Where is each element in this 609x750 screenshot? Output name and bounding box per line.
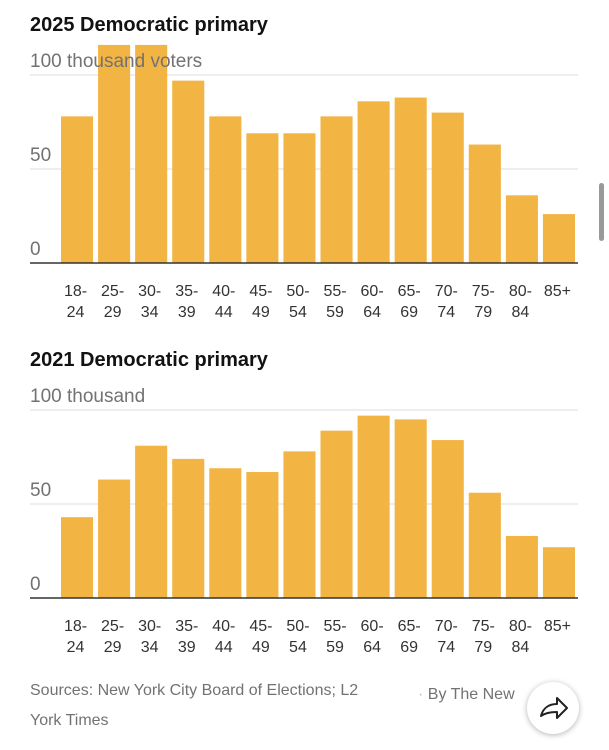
bar — [394, 419, 427, 598]
x-tick-label: 25-29 — [101, 618, 125, 656]
scrollbar — [599, 183, 604, 241]
y-tick-label: 0 — [30, 239, 41, 260]
bar — [505, 535, 538, 598]
y-tick-label: 50 — [30, 145, 52, 166]
bar — [246, 472, 279, 598]
bar — [505, 195, 538, 263]
x-tick-label: 45-49 — [249, 283, 273, 321]
bar — [283, 451, 316, 598]
bar — [283, 133, 316, 263]
y-tick-label: 100 thousand voters — [30, 51, 203, 72]
bar — [431, 440, 464, 598]
bar — [209, 116, 242, 263]
x-tick-label: 80-84 — [508, 618, 532, 656]
x-tick-label: 18-24 — [63, 283, 88, 321]
bar — [61, 517, 94, 598]
x-tick-label: 18-24 — [63, 618, 88, 656]
bar — [468, 144, 501, 263]
x-tick-label: 65-69 — [397, 618, 421, 656]
chart-title: 2021 Democratic primary — [30, 349, 268, 371]
x-tick-label: 70-74 — [434, 618, 458, 656]
x-tick-label: 55-59 — [323, 283, 347, 321]
x-tick-label: 40-44 — [212, 283, 236, 321]
credit: · By The New York Times — [30, 682, 530, 734]
bar — [61, 116, 94, 263]
bar — [542, 214, 575, 263]
x-tick-label: 30-34 — [138, 618, 162, 656]
x-tick-label: 75-79 — [471, 618, 495, 656]
separator: · — [418, 686, 424, 703]
bar — [320, 116, 353, 263]
bar — [172, 458, 205, 598]
chart-title: 2025 Democratic primary — [30, 14, 268, 36]
x-tick-label: 60-64 — [360, 618, 384, 656]
x-tick-label: 85+ — [543, 283, 572, 300]
bar — [98, 44, 131, 263]
x-tick-label: 35-39 — [175, 283, 199, 321]
bar — [135, 445, 168, 598]
y-tick-label: 0 — [30, 574, 41, 595]
x-tick-label: 50-54 — [286, 618, 310, 656]
bar — [135, 44, 168, 263]
bar — [172, 80, 205, 263]
bar — [357, 415, 390, 598]
x-tick-label: 35-39 — [175, 618, 199, 656]
source: Sources: New York City Board of Election… — [30, 682, 359, 699]
x-tick-label: 25-29 — [101, 283, 125, 321]
x-tick-label: 30-34 — [138, 283, 162, 321]
x-tick-label: 85+ — [543, 618, 572, 635]
x-tick-label: 60-64 — [360, 283, 384, 321]
bar — [431, 112, 464, 263]
share-icon — [540, 697, 568, 719]
x-tick-label: 75-79 — [471, 283, 495, 321]
x-tick-label: 40-44 — [212, 618, 236, 656]
x-tick-label: 65-69 — [397, 283, 421, 321]
bar — [320, 430, 353, 598]
bar — [209, 468, 242, 598]
x-tick-label: 45-49 — [249, 618, 273, 656]
x-tick-label: 70-74 — [434, 283, 458, 321]
x-tick-label: 50-54 — [286, 283, 310, 321]
bar — [246, 133, 279, 263]
x-tick-label: 80-84 — [508, 283, 532, 321]
bar — [98, 479, 131, 598]
share-button[interactable] — [527, 682, 579, 734]
y-tick-label: 50 — [30, 480, 52, 501]
credit-text: By The New York Times — [30, 686, 515, 729]
bar — [542, 547, 575, 598]
bar — [468, 492, 501, 598]
x-tick-label: 55-59 — [323, 618, 347, 656]
y-tick-label: 100 thousand — [30, 386, 146, 407]
bar — [357, 101, 390, 263]
bar — [394, 97, 427, 263]
